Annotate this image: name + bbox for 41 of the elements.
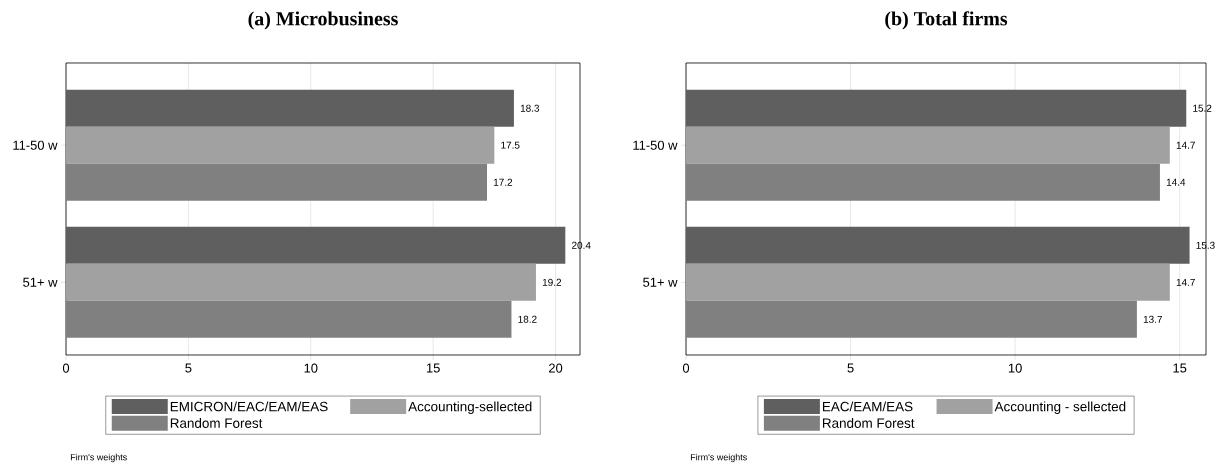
bar xyxy=(66,163,487,201)
bar xyxy=(66,126,495,164)
legend-label: Random Forest xyxy=(822,418,915,428)
chart-title: (a) Microbusiness xyxy=(248,11,398,30)
data-label: 14.4 xyxy=(1166,178,1186,186)
y-tick-label: 11-50 w xyxy=(13,140,58,150)
data-label: 18.2 xyxy=(518,315,537,323)
x-tick-label: 15 xyxy=(1173,363,1187,373)
bar xyxy=(66,89,514,127)
x-tick-label: 20 xyxy=(548,363,563,373)
x-tick-label: 0 xyxy=(682,363,690,373)
x-tick-label: 0 xyxy=(62,363,70,373)
chart-title: (b) Total firms xyxy=(885,11,1008,30)
x-tick-label: 15 xyxy=(426,363,440,373)
y-tick-label: 51+ w xyxy=(643,277,678,287)
data-label: 17.5 xyxy=(501,141,520,149)
y-tick-label: 11-50 w xyxy=(633,140,678,150)
data-label: 14.7 xyxy=(1176,278,1195,286)
legend-label: EMICRON/EAC/EAM/EAS xyxy=(170,401,328,412)
legend-label: Accounting-sellected xyxy=(408,401,532,414)
data-label: 19.2 xyxy=(542,278,562,286)
data-label: 18.3 xyxy=(520,104,540,112)
text: Firm's weights xyxy=(690,453,747,463)
data-label: 17.2 xyxy=(493,178,513,186)
x-tick-label: 5 xyxy=(847,363,854,373)
legend-label: Random Forest xyxy=(170,418,263,428)
data-label: 15.3 xyxy=(1196,241,1215,249)
bar xyxy=(66,300,512,338)
text: Firm's weights xyxy=(70,453,127,463)
bar xyxy=(66,263,536,301)
data-label: 13.7 xyxy=(1143,315,1162,323)
data-label: 20.4 xyxy=(572,241,591,249)
data-label: 15.2 xyxy=(1193,104,1212,112)
bar xyxy=(66,226,566,264)
x-tick-label: 10 xyxy=(1008,363,1022,373)
data-label: 14.7 xyxy=(1176,141,1195,149)
x-tick-label: 10 xyxy=(304,363,318,373)
x-tick-label: 5 xyxy=(185,363,192,373)
y-tick-label: 51+ w xyxy=(23,277,58,287)
legend-label: Accounting - sellected xyxy=(994,401,1126,414)
legend-label: EAC/EAM/EAS xyxy=(822,401,913,412)
